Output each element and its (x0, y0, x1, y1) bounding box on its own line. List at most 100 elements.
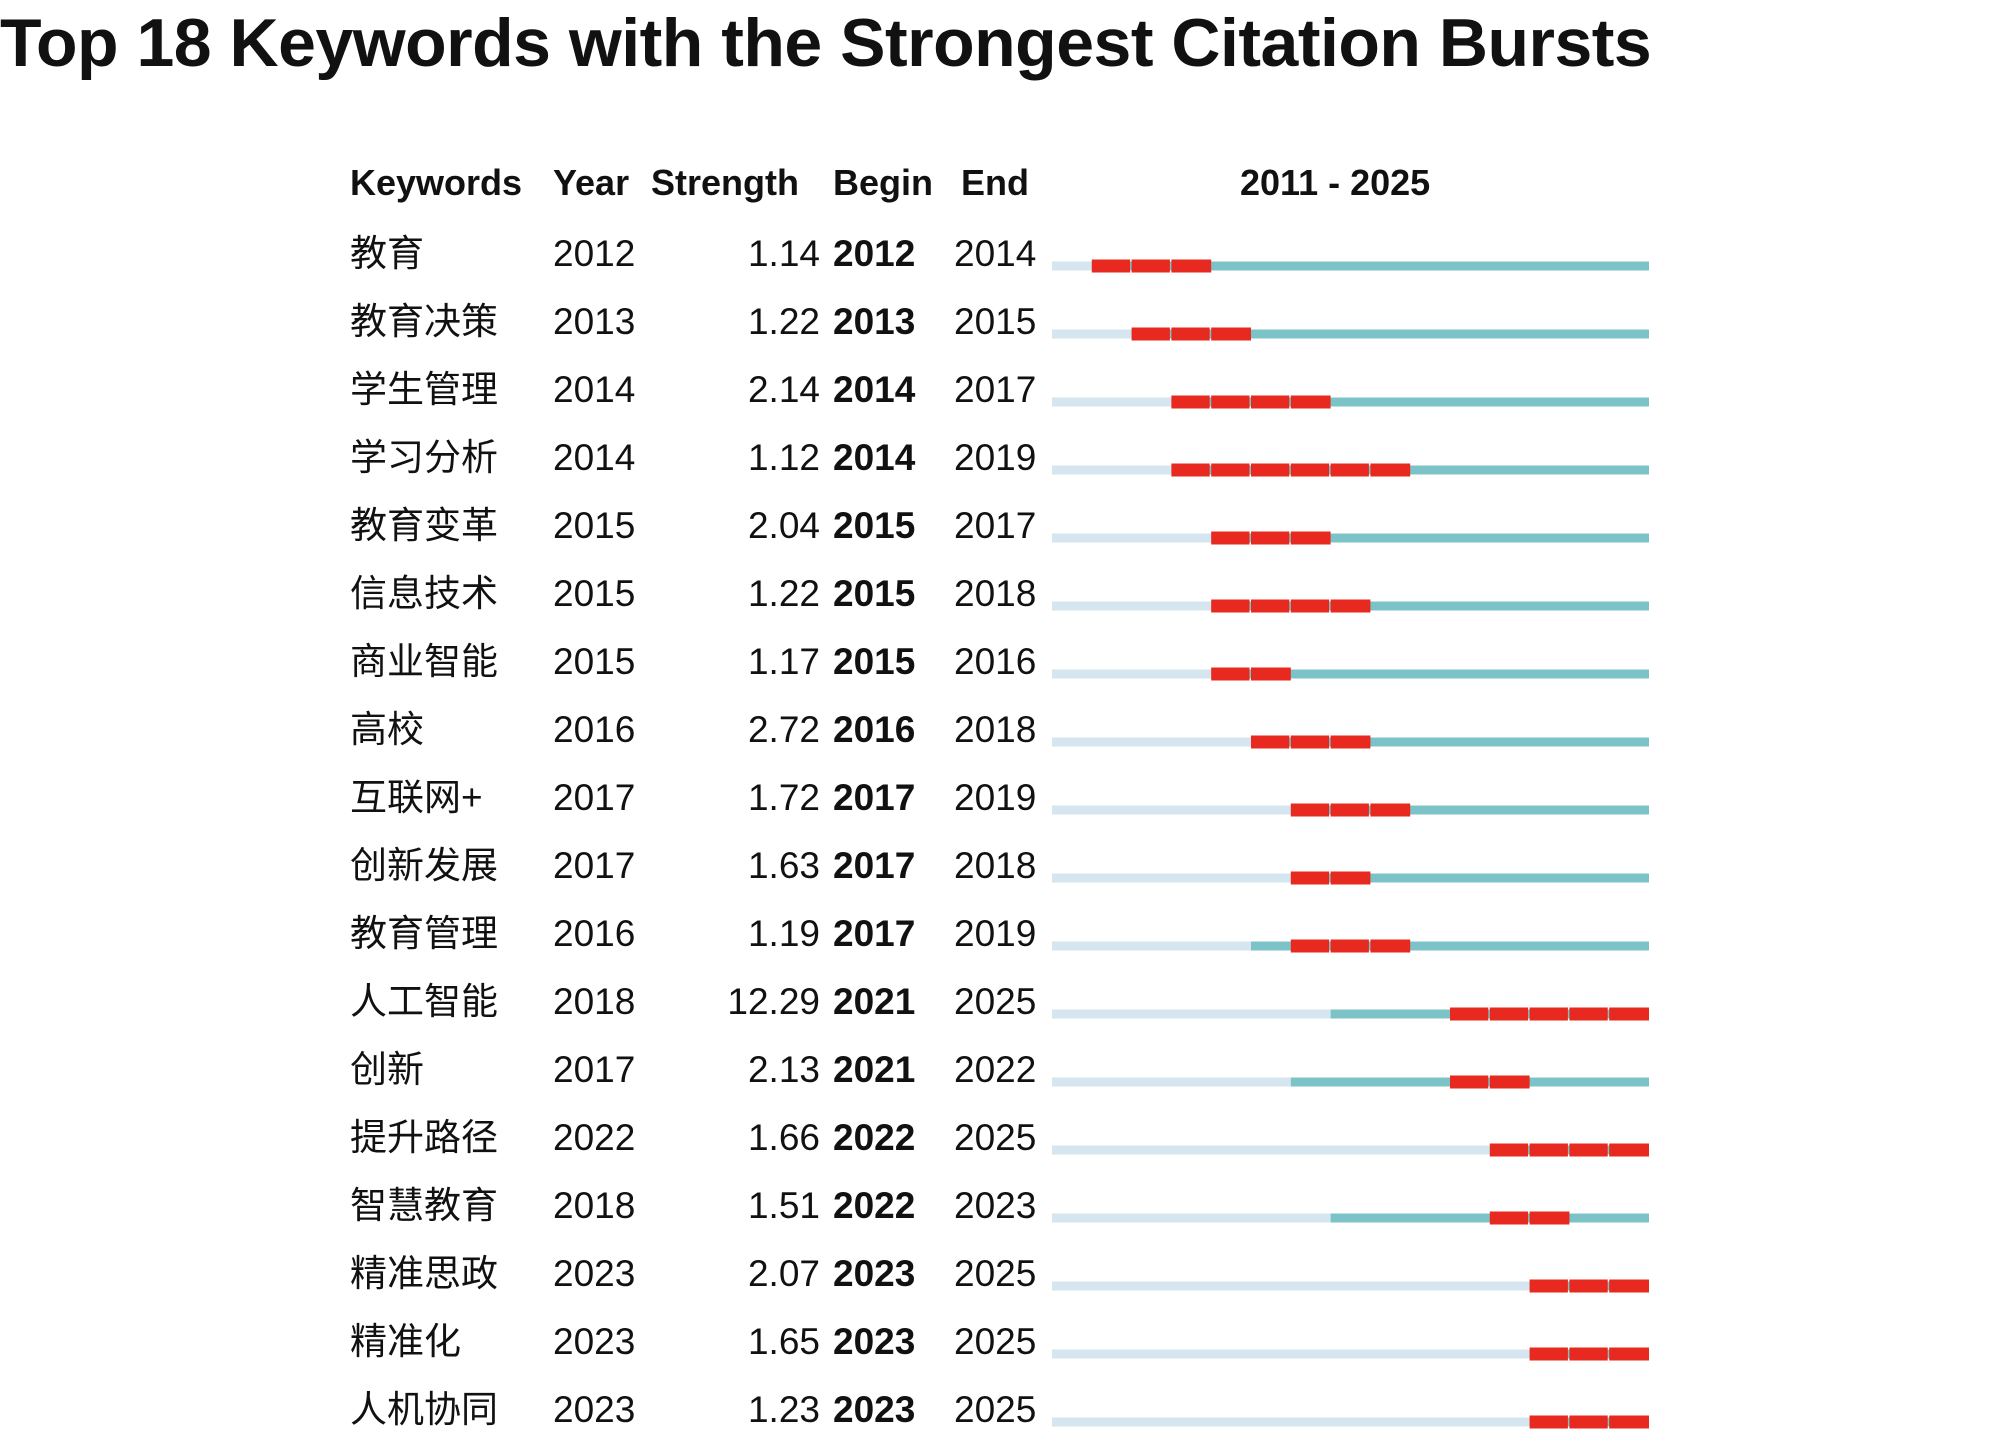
cell-keyword: 教育决策 (350, 301, 498, 342)
bar-active-segment (1211, 669, 1649, 679)
bar-before-segment (1052, 1417, 1530, 1427)
bar-burst-year (1370, 939, 1411, 953)
cell-year: 2015 (553, 573, 636, 614)
bar-burst-year (1529, 1211, 1570, 1225)
cell-begin: 2015 (833, 505, 916, 546)
bar-burst-year (1569, 1007, 1608, 1021)
cell-year: 2012 (553, 233, 636, 274)
cell-strength: 2.04 (747, 505, 820, 546)
bar-burst-year (1091, 259, 1131, 273)
cell-end: 2015 (954, 301, 1037, 342)
bar-burst-year (1609, 1279, 1649, 1293)
header-range: 2011 - 2025 (1240, 162, 1431, 203)
cell-end: 2017 (954, 369, 1037, 410)
cell-begin: 2015 (833, 641, 916, 682)
bar-burst-year (1609, 1143, 1649, 1157)
cell-keyword: 学生管理 (350, 369, 498, 410)
cell-begin: 2022 (833, 1185, 916, 1226)
bar-burst-year (1489, 1007, 1529, 1021)
bar-before-segment (1052, 1281, 1530, 1291)
bar-burst-year (1171, 327, 1210, 341)
cell-end: 2017 (954, 505, 1037, 546)
bar-active-segment (1251, 941, 1649, 951)
bar-burst-year (1569, 1415, 1608, 1429)
cell-end: 2019 (954, 913, 1037, 954)
bar-burst-year (1290, 463, 1330, 477)
cell-begin: 2012 (833, 233, 916, 274)
cell-end: 2023 (954, 1185, 1037, 1226)
cell-keyword: 教育 (350, 233, 424, 274)
bar-burst-year (1330, 735, 1371, 749)
cell-year: 2018 (553, 981, 636, 1022)
cell-begin: 2023 (833, 1321, 916, 1362)
cell-keyword: 教育变革 (350, 505, 498, 546)
bar-burst-year (1251, 395, 1290, 409)
bar-burst-year (1609, 1347, 1649, 1361)
cell-end: 2025 (954, 1321, 1037, 1362)
cell-strength: 2.13 (747, 1049, 820, 1090)
bar-burst-year (1489, 1211, 1529, 1225)
bar-burst-year (1211, 667, 1250, 681)
bar-before-segment (1052, 397, 1172, 407)
cell-begin: 2017 (833, 777, 916, 818)
bar-burst-year (1330, 803, 1369, 817)
bar-burst-year (1529, 1143, 1568, 1157)
bar-before-segment (1052, 1145, 1490, 1155)
bar-before-segment (1052, 1009, 1331, 1019)
cell-year: 2023 (553, 1253, 636, 1294)
cell-keyword: 教育管理 (350, 913, 498, 954)
cell-strength: 1.51 (747, 1185, 820, 1226)
cell-year: 2015 (553, 505, 636, 546)
cell-begin: 2023 (833, 1253, 916, 1294)
cell-strength: 1.12 (747, 437, 820, 478)
cell-begin: 2023 (833, 1389, 916, 1430)
cell-strength: 1.72 (747, 777, 820, 818)
cell-begin: 2022 (833, 1117, 916, 1158)
cell-strength: 1.22 (747, 573, 820, 614)
cell-strength: 2.72 (747, 709, 820, 750)
cell-end: 2018 (954, 845, 1037, 886)
bar-before-segment (1052, 261, 1092, 271)
cell-begin: 2014 (833, 369, 916, 410)
cell-begin: 2016 (833, 709, 916, 750)
bar-burst-year (1290, 803, 1330, 817)
cell-year: 2023 (553, 1321, 636, 1362)
cell-strength: 2.14 (747, 369, 820, 410)
cell-begin: 2017 (833, 913, 916, 954)
bar-burst-year (1131, 327, 1170, 341)
bar-burst-year (1211, 599, 1250, 613)
bar-burst-year (1330, 463, 1369, 477)
bar-active-segment (1290, 805, 1649, 815)
bar-active-segment (1131, 329, 1649, 339)
cell-begin: 2014 (833, 437, 916, 478)
bar-active-segment (1171, 397, 1649, 407)
bar-burst-year (1290, 395, 1331, 409)
bar-burst-year (1211, 531, 1250, 545)
bar-burst-year (1489, 1143, 1529, 1157)
bar-burst-year (1290, 599, 1330, 613)
cell-year: 2016 (553, 709, 636, 750)
cell-keyword: 学习分析 (350, 437, 498, 478)
bar-before-segment (1052, 941, 1251, 951)
bar-burst-year (1569, 1279, 1608, 1293)
bar-burst-year (1489, 1075, 1530, 1089)
cell-end: 2025 (954, 1117, 1037, 1158)
cell-keyword: 智慧教育 (350, 1185, 498, 1226)
bar-burst-year (1171, 395, 1210, 409)
cell-begin: 2021 (833, 1049, 916, 1090)
bar-burst-year (1290, 871, 1330, 885)
bar-burst-year (1171, 259, 1212, 273)
header-keywords: Keywords (350, 162, 523, 203)
cell-end: 2019 (954, 777, 1037, 818)
bar-burst-year (1529, 1415, 1568, 1429)
cell-keyword: 创新 (350, 1049, 424, 1090)
cell-year: 2022 (553, 1117, 636, 1158)
cell-year: 2016 (553, 913, 636, 954)
cell-keyword: 精准化 (350, 1321, 461, 1362)
cell-strength: 1.63 (747, 845, 820, 886)
cell-begin: 2013 (833, 301, 916, 342)
header-end: End (961, 162, 1029, 203)
bar-burst-year (1609, 1415, 1649, 1429)
cell-end: 2018 (954, 709, 1037, 750)
header-strength: Strength (651, 162, 799, 203)
